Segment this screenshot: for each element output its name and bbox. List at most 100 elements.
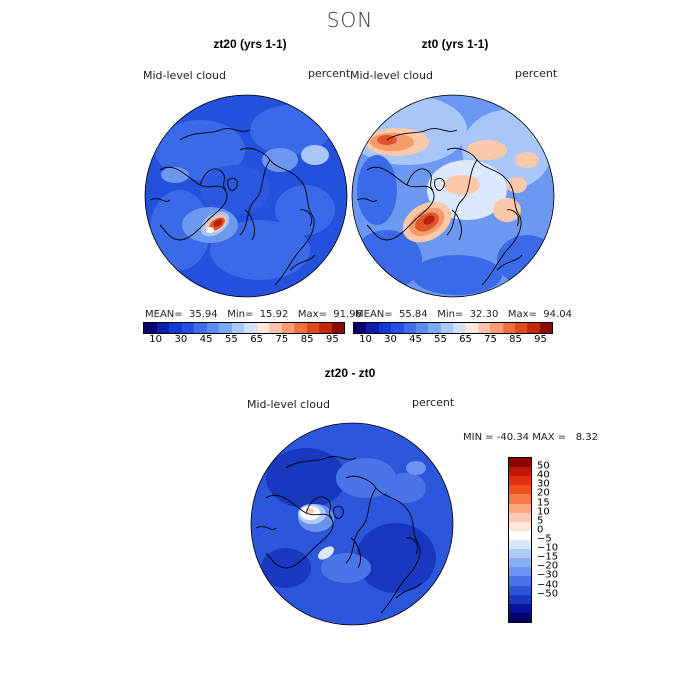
colorbar-swatch bbox=[219, 323, 232, 333]
panel-left-field: Mid-level cloud bbox=[143, 69, 226, 82]
diff-max-label: MAX = bbox=[532, 432, 567, 443]
colorbar-tick-label: 95 bbox=[534, 334, 547, 345]
panel-right-stats: MEAN= 55.84 Min= 32.30 Max= 94.04 bbox=[355, 309, 572, 320]
colorbar-swatch bbox=[281, 323, 294, 333]
colorbar-swatch bbox=[256, 323, 269, 333]
season-title: SON bbox=[326, 8, 374, 32]
colorbar-tick-label: 10 bbox=[149, 334, 162, 345]
diff-colorbar-swatch bbox=[509, 503, 531, 513]
colorbar-swatch bbox=[477, 323, 491, 333]
max-label: Max= bbox=[507, 309, 537, 320]
colorbar-swatch bbox=[354, 323, 367, 333]
mean-label: MEAN= bbox=[145, 309, 183, 320]
diff-colorbar-swatch bbox=[509, 467, 531, 477]
colorbar-swatch bbox=[181, 323, 194, 333]
colorbar-swatch bbox=[378, 323, 392, 333]
panel-left-stats: MEAN= 35.94 Min= 15.92 Max= 91.96 bbox=[145, 309, 362, 320]
min-label: Min= bbox=[227, 309, 254, 320]
colorbar-swatch bbox=[319, 323, 332, 333]
colorbar-tick-label: 55 bbox=[434, 334, 447, 345]
panel-left-title: zt20 (yrs 1-1) bbox=[213, 37, 287, 51]
colorbar-swatch bbox=[502, 323, 515, 333]
diff-colorbar-tick-label: −15 bbox=[537, 551, 559, 563]
colorbar-swatch bbox=[453, 323, 466, 333]
max-value: 94.04 bbox=[543, 309, 572, 320]
diff-colorbar-swatch bbox=[509, 512, 531, 522]
diff-max-value: 8.32 bbox=[575, 432, 598, 443]
diff-colorbar-swatch bbox=[509, 594, 531, 604]
colorbar-swatch bbox=[231, 323, 244, 333]
colorbar-tick-label: 65 bbox=[459, 334, 472, 345]
colorbar-tick-label: 65 bbox=[250, 334, 263, 345]
colorbar-tick-label: 85 bbox=[509, 334, 522, 345]
colorbar-left: 10 30 45 55 65 75 85 95 bbox=[143, 322, 345, 346]
colorbar-tick-label: 45 bbox=[409, 334, 422, 345]
colorbar-swatch bbox=[244, 323, 257, 333]
colorbar-swatch bbox=[294, 323, 307, 333]
colorbar-swatch bbox=[206, 323, 219, 333]
diff-colorbar-tick-label: 10 bbox=[537, 506, 550, 518]
diff-colorbar-swatch bbox=[509, 585, 531, 595]
colorbar-swatch bbox=[403, 323, 416, 333]
diff-colorbar-ticks: 50 40 30 20 15 10 5 0 −5 −10 −15 −20 −30 −40 −50 bbox=[537, 457, 577, 621]
colorbar-swatch bbox=[391, 323, 404, 333]
colorbar-swatch bbox=[194, 323, 207, 333]
map-left bbox=[144, 94, 348, 298]
diff-colorbar-swatch bbox=[509, 558, 531, 568]
colorbar-swatch bbox=[144, 323, 157, 333]
diff-colorbar bbox=[508, 457, 532, 623]
colorbar-swatch bbox=[527, 323, 540, 333]
diff-colorbar-swatch bbox=[509, 539, 531, 550]
colorbar-swatch bbox=[169, 323, 182, 333]
diff-colorbar-tick-label: 50 bbox=[537, 460, 550, 472]
diff-colorbar-swatch bbox=[509, 494, 531, 504]
diff-colorbar-swatch bbox=[509, 612, 531, 622]
colorbar-tick-label: 45 bbox=[199, 334, 213, 345]
colorbar-tick-label: 75 bbox=[484, 334, 497, 345]
diff-colorbar-tick-label: 40 bbox=[537, 469, 550, 481]
panel-right-field: Mid-level cloud bbox=[350, 69, 433, 82]
diff-colorbar-swatch bbox=[509, 576, 531, 586]
panel-diff-field: Mid-level cloud bbox=[247, 398, 330, 411]
colorbar-swatch bbox=[428, 323, 441, 333]
colorbar-tick-label: 95 bbox=[326, 334, 339, 345]
diff-colorbar-tick-label: 0 bbox=[537, 524, 544, 536]
map-right bbox=[351, 94, 555, 298]
max-label: Max= bbox=[297, 309, 327, 320]
min-label: Min= bbox=[437, 309, 464, 320]
diff-colorbar-tick-label: 20 bbox=[537, 487, 550, 499]
diff-colorbar-tick-label: −5 bbox=[537, 533, 552, 545]
colorbar-swatch bbox=[514, 323, 528, 333]
colorbar-right: 10 30 45 55 65 75 85 95 bbox=[353, 322, 553, 346]
panel-diff-units: percent bbox=[412, 396, 455, 409]
min-value: 15.92 bbox=[259, 309, 289, 320]
diff-colorbar-tick-label: 5 bbox=[537, 515, 544, 527]
colorbar-swatch bbox=[306, 323, 319, 333]
colorbar-swatch bbox=[331, 323, 344, 333]
panel-diff-title: zt20 - zt0 bbox=[324, 366, 376, 380]
min-value: 32.30 bbox=[469, 309, 499, 320]
colorbar-swatch bbox=[440, 323, 453, 333]
colorbar-tick-label: 10 bbox=[359, 334, 372, 345]
diff-colorbar-swatch bbox=[509, 485, 531, 495]
diff-colorbar-swatch bbox=[509, 476, 531, 486]
diff-colorbar-tick-label: −50 bbox=[537, 588, 559, 600]
diff-min-value: -40.34 bbox=[496, 432, 530, 443]
diff-colorbar-tick-label: −10 bbox=[537, 542, 559, 554]
diff-colorbar-tick-label: 15 bbox=[537, 497, 550, 509]
diff-colorbar-tick-label: 30 bbox=[537, 478, 550, 490]
map-diff bbox=[250, 422, 454, 626]
diff-colorbar-swatch bbox=[509, 567, 531, 577]
panel-right-title: zt0 (yrs 1-1) bbox=[421, 37, 489, 51]
colorbar-tick-label: 55 bbox=[225, 334, 238, 345]
diff-min-label: MIN = bbox=[463, 432, 494, 443]
colorbar-tick-label: 30 bbox=[174, 334, 188, 345]
diff-stats: MIN = -40.34 MAX = 8.32 bbox=[463, 432, 598, 443]
colorbar-swatch bbox=[465, 323, 478, 333]
diff-colorbar-tick-label: −20 bbox=[537, 560, 559, 572]
colorbar-swatch bbox=[366, 323, 379, 333]
diff-colorbar-swatch bbox=[509, 458, 531, 468]
mean-label: MEAN= bbox=[355, 309, 393, 320]
diff-colorbar-swatch bbox=[509, 549, 531, 559]
colorbar-tick-label: 85 bbox=[300, 334, 314, 345]
